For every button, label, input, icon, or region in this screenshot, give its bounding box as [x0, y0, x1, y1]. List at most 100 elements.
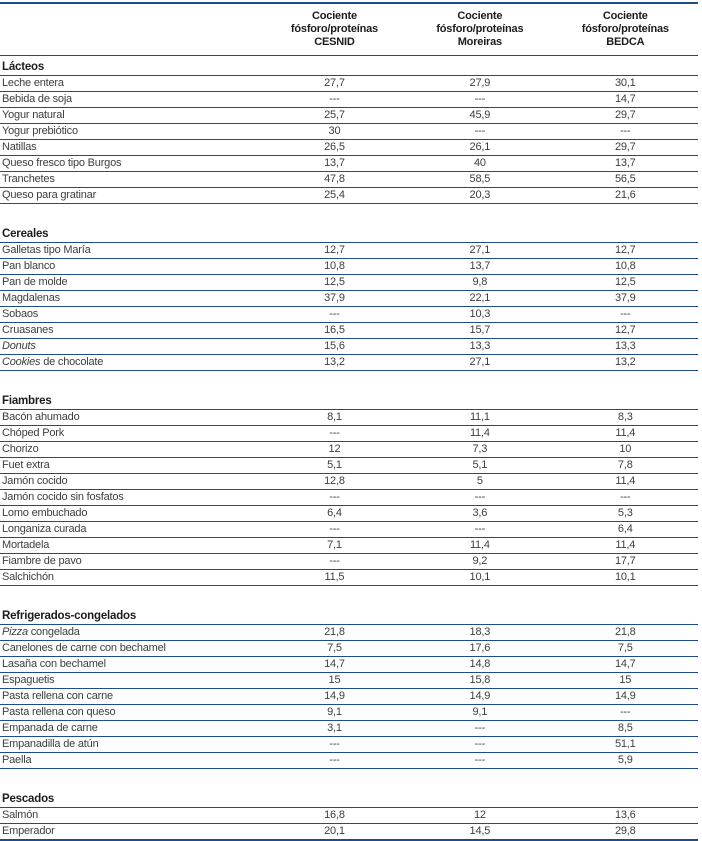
section-title-row: Fiambres [0, 390, 698, 410]
table-row: Emperador 20,1 14,5 29,8 [0, 824, 698, 841]
section-title-row: Cereales [0, 223, 698, 243]
food-name-cell: Empanada de carne [0, 720, 262, 737]
ratio-value-cell: 11,4 [407, 537, 553, 554]
food-name-italic: Cookies [2, 356, 41, 368]
ratio-value-cell: 29,8 [614, 825, 636, 837]
ratio-value-cell: 16,8 [261, 807, 408, 824]
ratio-value-cell: --- [407, 720, 553, 737]
food-name-cell: Donuts [0, 338, 262, 355]
table-row: Galletas tipo María 12,7 27,1 12,7 [0, 242, 698, 259]
table-row: Lasaña con bechamel 14,7 14,8 14,7 [0, 656, 698, 673]
ratio-value-cell: 13,3 [552, 338, 698, 355]
section-gap-cell [0, 371, 698, 391]
ratio-value-cell: 7,1 [261, 537, 408, 554]
column-header-cesnid: Cociente fósforo/proteínas CESNID [261, 3, 408, 56]
ratio-value-cell: 20,1 [324, 825, 345, 837]
ratio-value-cell: 15,7 [407, 322, 553, 339]
header-row: Cociente fósforo/proteínas CESNID Cociente f… [0, 3, 698, 56]
table-row: Canelones de carne con bechamel 7,5 17,6 7,… [0, 640, 698, 657]
ratio-value-cell: 8,1 [261, 409, 408, 426]
ratio-value-cell: 15,6 [261, 338, 408, 355]
ratio-value-cell: 10 [552, 441, 698, 458]
ratio-value-cell: 17,6 [407, 640, 553, 657]
food-name-cell: Queso para gratinar [0, 187, 262, 204]
food-name-italic: Donuts [2, 340, 36, 352]
ratio-value-cell: 9,2 [407, 553, 553, 570]
food-name-cell: Pasta rellena con queso [0, 704, 262, 721]
food-name-cell: Fuet extra [0, 457, 262, 474]
ratio-value-cell: 11,4 [552, 425, 698, 442]
ratio-value-cell: 12,5 [552, 274, 698, 291]
ratio-value-cell: 11,1 [407, 409, 553, 426]
table-row: Pan de molde 12,5 9,8 12,5 [0, 274, 698, 291]
table-row: Espaguetis 15 15,8 15 [0, 672, 698, 689]
food-name-cell: Queso fresco tipo Burgos [0, 155, 262, 172]
ratio-value-cell: 7,3 [407, 441, 553, 458]
section-title: Pescados [0, 788, 698, 808]
ratio-value-cell: 12,8 [261, 473, 408, 490]
table-row: Yogur natural 25,7 45,9 29,7 [0, 107, 698, 124]
ratio-value-cell: --- [407, 123, 553, 140]
table-row: Fiambre de pavo --- 9,2 17,7 [0, 553, 698, 570]
ratio-value-cell: --- [552, 123, 698, 140]
table-body: Lácteos Leche entera 27,7 27,9 30,1 Bebida de… [0, 55, 698, 841]
section-gap [0, 586, 698, 606]
section-title-row: Refrigerados-congelados [0, 605, 698, 625]
ratio-value-cell: 27,1 [407, 354, 553, 371]
section-title: Refrigerados-congelados [0, 605, 698, 625]
ratio-value-cell: 5,3 [552, 505, 698, 522]
ratio-value-cell: 21,6 [552, 187, 698, 204]
ratio-value-cell: 21,8 [261, 624, 408, 641]
food-name-cell: Jamón cocido [0, 473, 262, 490]
table-row: Queso para gratinar 25,4 20,3 21,6 [0, 187, 698, 204]
ratio-value-cell: 27,7 [261, 75, 408, 92]
food-name-italic: Pizza [2, 626, 28, 638]
table-row: Mortadela 7,1 11,4 11,4 [0, 537, 698, 554]
food-name-cell: Empanadilla de atún [0, 736, 262, 753]
table-row: Bebida de soja --- --- 14,7 [0, 91, 698, 108]
food-name-cell: Pizza congelada [0, 624, 262, 641]
ratio-value-cell: 29,7 [552, 139, 698, 156]
food-name-cell: Lomo embuchado [0, 505, 262, 522]
table-row: Sobaos --- 10,3 --- [0, 306, 698, 323]
ratio-value-cell: 8,5 [552, 720, 698, 737]
ratio-value-cell: --- [261, 521, 408, 538]
table-row: Queso fresco tipo Burgos 13,7 40 13,7 [0, 155, 698, 172]
table-row: Donuts 15,6 13,3 13,3 [0, 338, 698, 355]
ratio-value-cell: 17,7 [552, 553, 698, 570]
food-name-cell: Bacón ahumado [0, 409, 262, 426]
ratio-value-cell: 3,1 [261, 720, 408, 737]
table-row: Jamón cocido sin fosfatos --- --- --- [0, 489, 698, 506]
ratio-value-cell: 7,5 [552, 640, 698, 657]
table-row: Salmón 16,8 12 13,6 [0, 807, 698, 824]
ratio-value-cell: 9,1 [407, 704, 553, 721]
table-row: Pizza congelada 21,8 18,3 21,8 [0, 624, 698, 641]
ratio-value-cell: 30 [261, 123, 408, 140]
section-title-row: Pescados [0, 788, 698, 808]
food-name-cell: Emperador [2, 825, 55, 837]
column-header-bedca: Cociente fósforo/proteínas BEDCA [552, 3, 698, 56]
ratio-value-cell: --- [552, 489, 698, 506]
food-name-cell: Canelones de carne con bechamel [0, 640, 262, 657]
food-name-cell: Tranchetes [0, 171, 262, 188]
table-row: Cruasanes 16,5 15,7 12,7 [0, 322, 698, 339]
food-name-cell: Chóped Pork [0, 425, 262, 442]
ratio-value-cell: 15 [261, 672, 408, 689]
ratio-value-cell: 12,7 [552, 242, 698, 259]
food-name-cell: Mortadela [0, 537, 262, 554]
ratio-value-cell: 13,3 [407, 338, 553, 355]
food-name-cell: Leche entera [0, 75, 262, 92]
ratio-value-cell: 12,5 [261, 274, 408, 291]
food-name-cell: Lasaña con bechamel [0, 656, 262, 673]
ratio-value-cell: 10,3 [407, 306, 553, 323]
ratio-value-cell: 14,9 [407, 688, 553, 705]
ratio-value-cell: 16,5 [261, 322, 408, 339]
food-name-cell: Cruasanes [0, 322, 262, 339]
table-row: Magdalenas 37,9 22,1 37,9 [0, 290, 698, 307]
ratio-value-cell: --- [407, 752, 553, 769]
food-name-cell: Pan de molde [0, 274, 262, 291]
ratio-value-cell: 13,6 [552, 807, 698, 824]
section-gap-cell [0, 769, 698, 789]
